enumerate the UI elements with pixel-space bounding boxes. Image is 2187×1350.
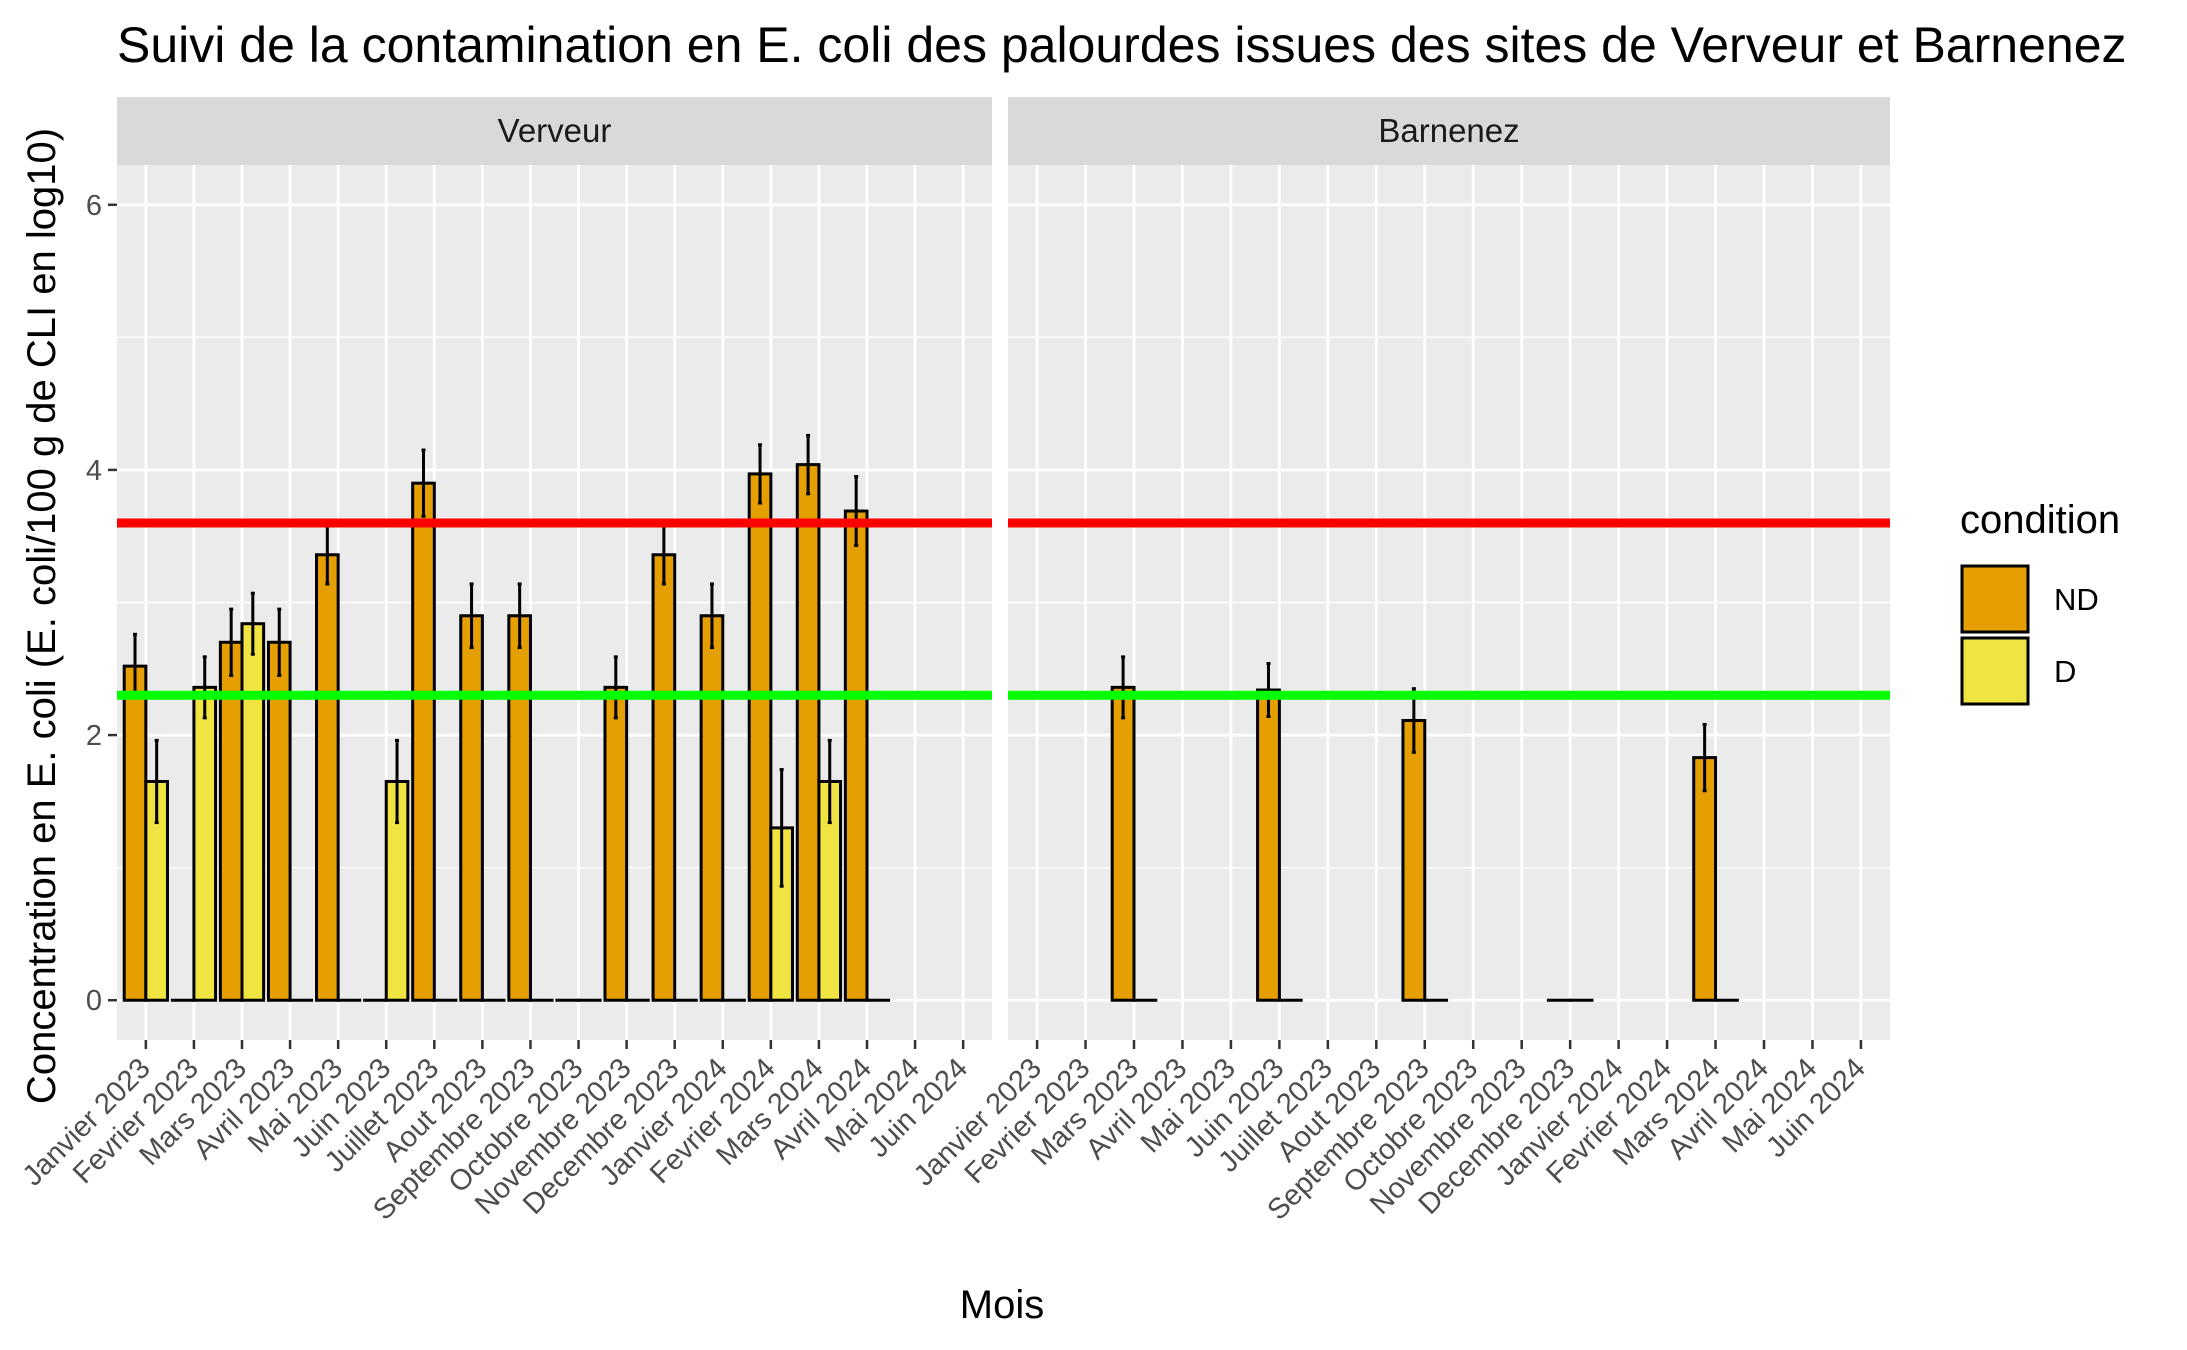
error-bar: [854, 475, 859, 547]
bar-d: [240, 622, 266, 1002]
error-bar: [250, 591, 255, 656]
error-bar: [229, 607, 234, 677]
bar-nd: [747, 472, 773, 1002]
bar-nd: [1692, 756, 1718, 1002]
error-bar: [517, 582, 522, 650]
bar-nd: [411, 481, 436, 1002]
bar-nd: [651, 553, 677, 1002]
error-bar: [1702, 722, 1707, 793]
bar-nd: [795, 463, 821, 1002]
y-tick-label: 2: [86, 720, 102, 752]
error-bar: [709, 582, 714, 650]
x-axis-title: Mois: [960, 1283, 1044, 1327]
y-tick-label: 6: [86, 190, 102, 222]
legend-swatch: [1960, 636, 2030, 706]
facet-label: Barnenez: [1378, 112, 1519, 149]
legend-swatch: [1960, 564, 2030, 634]
facet-label: Verveur: [498, 112, 612, 149]
bar-nd: [603, 685, 629, 1002]
error-bar: [779, 768, 784, 888]
error-bar: [758, 443, 763, 505]
y-tick-label: 4: [86, 455, 102, 487]
bar-d: [192, 685, 218, 1002]
error-bar: [202, 655, 207, 720]
error-bar: [661, 524, 666, 586]
bar-nd: [122, 664, 148, 1002]
error-bar: [133, 632, 138, 700]
legend-label: D: [2054, 654, 2076, 689]
error-bar: [421, 448, 426, 518]
bar-nd: [699, 614, 725, 1002]
legend: condition ND D: [1960, 498, 2120, 706]
error-bar: [154, 738, 159, 825]
error-bar: [613, 655, 618, 720]
error-bar: [395, 738, 400, 825]
y-axis-title: Concentration en E. coli (E. coli/100 g …: [20, 128, 64, 1104]
facet-strip: [117, 97, 992, 165]
legend-label: ND: [2054, 582, 2099, 617]
bar-nd: [1256, 688, 1281, 1002]
error-bar: [325, 524, 330, 586]
error-bar: [1266, 661, 1271, 719]
legend-title: condition: [1960, 498, 2120, 542]
error-bar: [1121, 655, 1126, 720]
bar-nd: [1401, 718, 1427, 1002]
error-bar: [806, 433, 811, 496]
bar-nd: [843, 509, 869, 1002]
error-bar: [277, 607, 282, 677]
facet-strip: [1008, 97, 1890, 165]
chart-title: Suivi de la contamination en E. coli des…: [117, 17, 2127, 73]
error-bar: [827, 738, 832, 825]
bar-nd: [1110, 685, 1136, 1002]
bar-nd: [507, 614, 532, 1002]
y-tick-label: 0: [86, 985, 102, 1017]
error-bar: [469, 582, 474, 650]
bar-nd: [315, 553, 340, 1002]
bar-nd: [459, 614, 484, 1002]
